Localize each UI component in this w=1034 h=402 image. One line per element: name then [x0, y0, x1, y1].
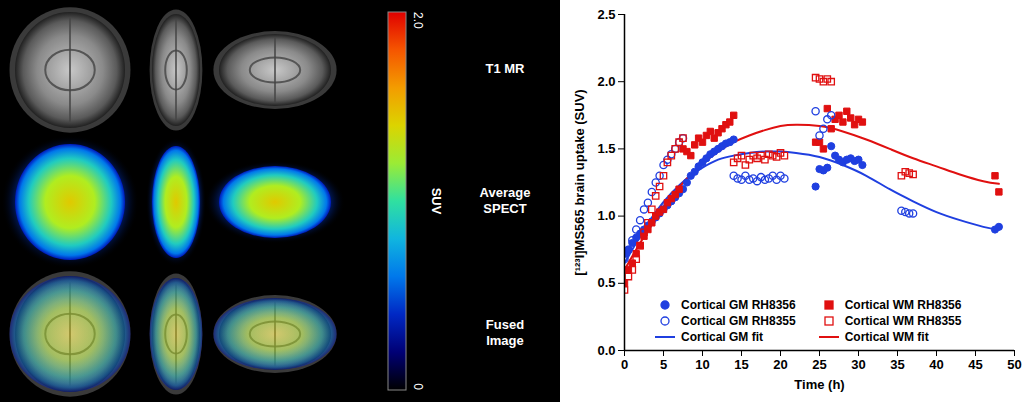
- svg-text:20: 20: [773, 357, 787, 372]
- svg-text:1.0: 1.0: [597, 208, 615, 223]
- html-text:Cortical WM RH8355: Cortical WM RH8355: [844, 313, 962, 328]
- html-text:Cortical GM RH8356: Cortical GM RH8356: [681, 297, 796, 312]
- html-text:Cortical WM fit: Cortical WM fit: [844, 329, 929, 344]
- svg-text:T1 MR: T1 MR: [486, 61, 526, 76]
- svg-text:0.0: 0.0: [597, 343, 615, 358]
- svg-text:Image: Image: [486, 333, 524, 348]
- svg-text:0: 0: [411, 383, 425, 390]
- html-text:Cortical GM RH8355: Cortical GM RH8355: [681, 313, 796, 328]
- svg-text:10: 10: [695, 357, 709, 372]
- svg-text:SUV: SUV: [429, 188, 444, 215]
- svg-text:0.5: 0.5: [597, 275, 615, 290]
- svg-text:25: 25: [812, 357, 826, 372]
- svg-text:2.0: 2.0: [597, 74, 615, 89]
- svg-text:Fused: Fused: [486, 317, 524, 332]
- svg-text:35: 35: [890, 357, 904, 372]
- svg-text:[¹²³I]MS565 brain uptake (SUV): [¹²³I]MS565 brain uptake (SUV): [572, 89, 587, 275]
- svg-text:1.5: 1.5: [597, 141, 615, 156]
- svg-text:2.0: 2.0: [411, 12, 425, 29]
- svg-text:40: 40: [929, 357, 943, 372]
- svg-text:2.5: 2.5: [597, 7, 615, 22]
- svg-text:Average: Average: [480, 185, 531, 200]
- html-text:Cortical WM RH8356: Cortical WM RH8356: [844, 297, 962, 312]
- svg-text:SPECT: SPECT: [483, 201, 526, 216]
- svg-text:Time (h): Time (h): [794, 377, 844, 392]
- svg-text:5: 5: [660, 357, 667, 372]
- svg-text:15: 15: [734, 357, 748, 372]
- svg-text:0: 0: [621, 357, 628, 372]
- svg-text:45: 45: [968, 357, 982, 372]
- svg-text:50: 50: [1007, 357, 1021, 372]
- svg-text:30: 30: [851, 357, 865, 372]
- html-text:Cortical GM fit: Cortical GM fit: [681, 329, 763, 344]
